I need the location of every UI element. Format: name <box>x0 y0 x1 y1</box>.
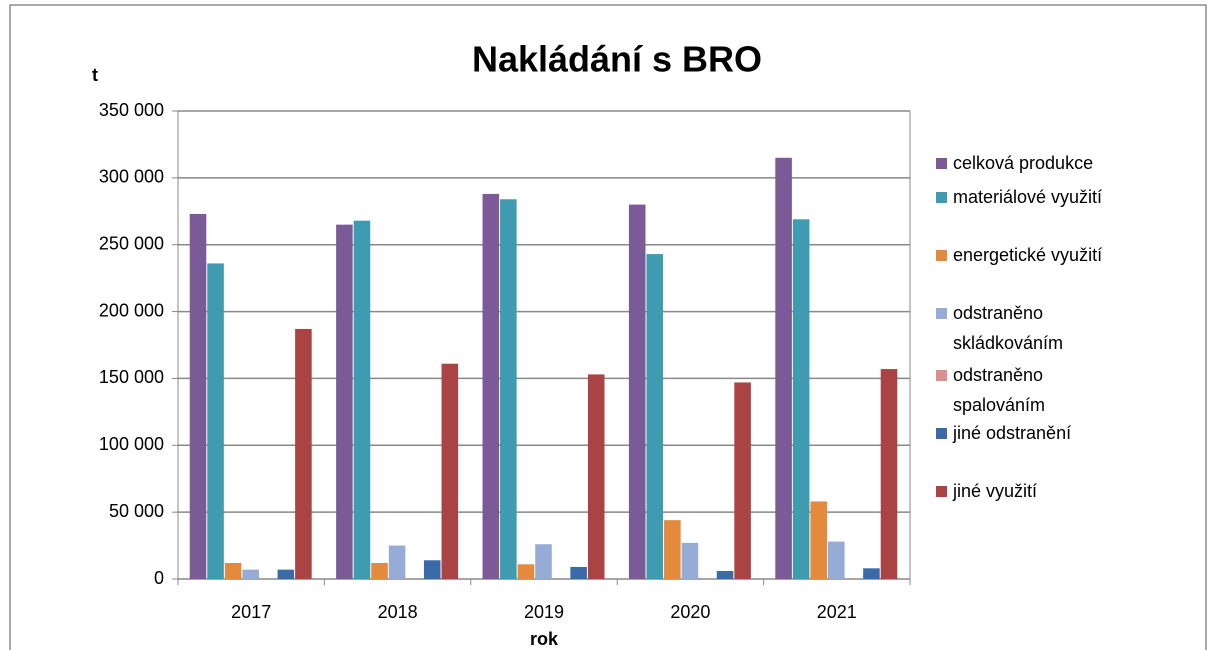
bar <box>517 564 535 579</box>
bar <box>880 369 898 579</box>
bar <box>371 562 388 579</box>
x-tick-label: 2019 <box>524 602 564 622</box>
bar <box>295 328 312 579</box>
bar <box>224 562 242 579</box>
x-tick-label: 2018 <box>378 602 418 622</box>
chart-border <box>9 4 1207 650</box>
legend-swatch <box>936 370 947 381</box>
bar <box>277 569 295 579</box>
chart-title: Nakládání s BRO <box>472 39 762 80</box>
x-axis-label: rok <box>530 629 559 649</box>
bar <box>716 570 734 579</box>
y-tick-label: 0 <box>154 568 164 588</box>
y-tick-label: 150 000 <box>99 367 164 387</box>
y-tick-label: 350 000 <box>99 100 164 120</box>
bar <box>388 545 406 579</box>
legend-label: energetické využití <box>953 245 1103 265</box>
bar <box>828 541 845 579</box>
bar <box>570 566 587 579</box>
legend-item: celková produkce <box>936 148 1198 178</box>
legend-label: odstraněno skládkováním <box>953 303 1064 353</box>
legend-label: jiné odstranění <box>953 423 1072 443</box>
bar <box>242 569 259 579</box>
x-tick-label: 2020 <box>670 602 710 622</box>
legend-swatch <box>936 250 947 261</box>
y-tick-label: 250 000 <box>99 233 164 253</box>
legend-swatch <box>936 308 947 319</box>
x-tick-label: 2021 <box>817 602 857 622</box>
bar <box>792 219 810 579</box>
legend-item: jiné využití <box>936 476 1198 506</box>
y-tick-label: 200 000 <box>99 300 164 320</box>
bar <box>423 560 441 579</box>
y-tick-label: 300 000 <box>99 167 164 187</box>
bar <box>535 544 552 579</box>
legend-item: materiálové využití <box>936 182 1198 212</box>
bar <box>734 382 751 579</box>
bar <box>441 363 459 579</box>
legend-label: odstraněno spalováním <box>953 365 1046 415</box>
bar <box>500 199 517 579</box>
x-tick-label: 2017 <box>231 602 271 622</box>
bar <box>353 220 371 579</box>
legend-swatch <box>936 486 947 497</box>
legend-label: materiálové využití <box>953 187 1103 207</box>
bar <box>664 520 681 579</box>
legend-item: odstraněno spalováním <box>936 360 1198 420</box>
bar <box>646 254 664 579</box>
legend-label: celková produkce <box>953 153 1094 173</box>
bar <box>863 568 880 579</box>
bar <box>628 204 646 579</box>
bar <box>681 542 699 579</box>
legend-label: jiné využití <box>953 481 1038 501</box>
bar <box>810 501 828 579</box>
bar <box>189 213 207 579</box>
bar <box>587 374 605 579</box>
legend-swatch <box>936 428 947 439</box>
bar <box>775 157 792 580</box>
bar <box>482 193 500 579</box>
y-axis-label: t <box>92 65 98 85</box>
legend-swatch <box>936 158 947 169</box>
y-tick-label: 50 000 <box>109 501 164 521</box>
legend-item: jiné odstranění <box>936 418 1198 448</box>
legend-swatch <box>936 192 947 203</box>
bar <box>336 224 353 579</box>
y-tick-label: 100 000 <box>99 434 164 454</box>
legend-item: energetické využití <box>936 240 1198 270</box>
bar <box>207 263 224 579</box>
legend-item: odstraněno skládkováním <box>936 298 1198 358</box>
